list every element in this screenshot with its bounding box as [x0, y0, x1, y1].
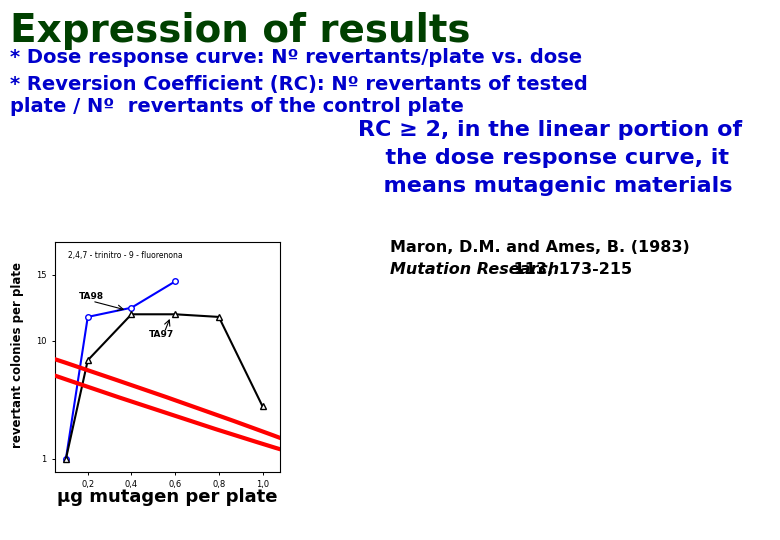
Text: Expression of results: Expression of results	[10, 12, 470, 50]
Text: 113, 173-215: 113, 173-215	[508, 262, 632, 277]
Text: TA98: TA98	[79, 292, 105, 301]
Text: plate / Nº  revertants of the control plate: plate / Nº revertants of the control pla…	[10, 97, 464, 116]
Text: * Dose response curve: Nº revertants/plate vs. dose: * Dose response curve: Nº revertants/pla…	[10, 48, 582, 67]
Text: Maron, D.M. and Ames, B. (1983): Maron, D.M. and Ames, B. (1983)	[390, 240, 690, 255]
Text: means mutagenic materials: means mutagenic materials	[367, 176, 732, 196]
Text: 2,4,7 - trinitro - 9 - fluorenona: 2,4,7 - trinitro - 9 - fluorenona	[68, 251, 183, 260]
Text: revertant colonies per plate: revertant colonies per plate	[12, 262, 24, 448]
Text: RC ≥ 2, in the linear portion of: RC ≥ 2, in the linear portion of	[358, 120, 742, 140]
Text: TA97: TA97	[149, 329, 174, 339]
Text: * Reversion Coefficient (RC): Nº revertants of tested: * Reversion Coefficient (RC): Nº reverta…	[10, 75, 588, 94]
Text: μg mutagen per plate: μg mutagen per plate	[57, 488, 277, 506]
Text: Mutation Research: Mutation Research	[390, 262, 559, 277]
Text: the dose response curve, it: the dose response curve, it	[370, 148, 729, 168]
